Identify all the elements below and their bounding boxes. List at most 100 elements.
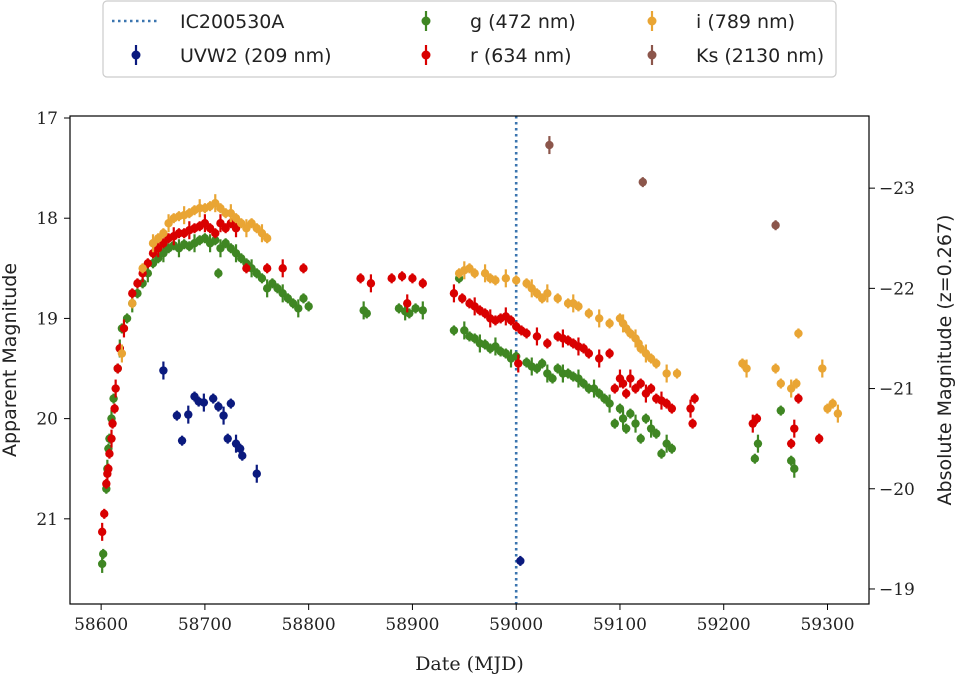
data-point [211,198,220,208]
data-point [117,349,127,358]
data-point [672,369,682,378]
data-point [621,389,631,398]
data-point [543,369,552,378]
data-point [177,436,187,445]
legend-entry: Ks (2130 nm) [647,45,824,67]
data-point [219,411,228,420]
x-tick-label: 59100 [593,615,647,635]
data-point [579,379,588,388]
series-layer [97,136,843,573]
data-point [226,244,236,253]
data-point [574,302,583,311]
data-point [110,404,119,413]
data-point [480,309,490,318]
series-i-789-nm [117,194,843,423]
data-point [164,219,173,228]
data-point [667,444,677,453]
data-point [226,399,236,408]
x-tick-label: 58700 [178,615,232,635]
data-point [532,332,542,341]
data-point [641,389,651,398]
data-point [221,224,230,233]
data-point [172,411,182,420]
data-point [133,279,142,288]
data-point [262,264,272,273]
data-point [662,439,671,448]
y-tick-label: 17 [36,109,58,129]
data-point [216,244,225,253]
y-tick-label: 18 [36,209,58,229]
data-point [491,276,500,285]
data-point [200,234,210,243]
data-point [238,451,247,460]
data-point [226,208,236,218]
data-point [790,424,799,433]
data-point [387,274,396,283]
data-point [579,344,588,353]
data-point [595,389,604,398]
y-right-tick-label: −19 [879,580,915,600]
data-point [610,419,619,428]
data-point [242,264,251,273]
data-point [470,269,479,278]
data-point [641,414,651,423]
data-point [532,289,542,298]
data-point [159,366,168,375]
data-point [154,234,163,243]
data-point [105,449,114,458]
data-point [211,236,220,245]
data-point [626,329,635,338]
legend-label: r (634 nm) [470,45,572,67]
data-point [631,419,640,428]
x-tick-label: 58600 [74,615,128,635]
data-point [631,384,640,393]
data-point [814,434,824,443]
data-point [833,409,843,418]
data-point [522,329,531,338]
data-point [159,229,168,238]
data-point [408,274,417,283]
series-r-634-nm [97,214,824,541]
legend-label: g (472 nm) [470,11,576,33]
data-point [752,414,762,423]
legend-label: UVW2 (209 nm) [180,45,332,67]
data-point [584,349,594,358]
data-point [107,434,116,443]
data-point [247,219,256,228]
data-point [662,399,671,408]
data-point [273,284,282,293]
data-point [200,219,210,228]
data-point [411,304,420,313]
data-point [231,224,241,233]
data-point [262,234,272,243]
data-point [100,509,109,519]
data-point [237,219,246,228]
data-point [574,374,583,383]
data-point [159,249,168,258]
data-point [104,464,113,473]
data-point [545,140,554,150]
data-point [418,306,428,315]
data-point [242,224,251,233]
data-point [143,259,153,268]
data-point [226,219,236,228]
y-axis-right-label: Absolute Magnitude (z=0.267) [934,215,956,506]
legend-entry: IC200530A [112,11,284,33]
data-point [257,274,267,283]
data-point [823,404,832,413]
axes: 58600 58700 58800 58900 59000 59100 59200 59300… [36,109,915,635]
data-point [790,464,799,473]
data-point [465,264,474,273]
data-point [589,384,599,393]
data-point [458,294,467,303]
data-point [667,404,677,413]
data-point [108,419,117,428]
data-point [148,239,158,248]
data-point [776,406,785,415]
data-point [362,309,371,318]
data-point [786,384,796,393]
data-point [600,394,609,403]
data-point [223,434,232,443]
x-tick-label: 59300 [800,615,854,635]
data-point [154,244,163,253]
